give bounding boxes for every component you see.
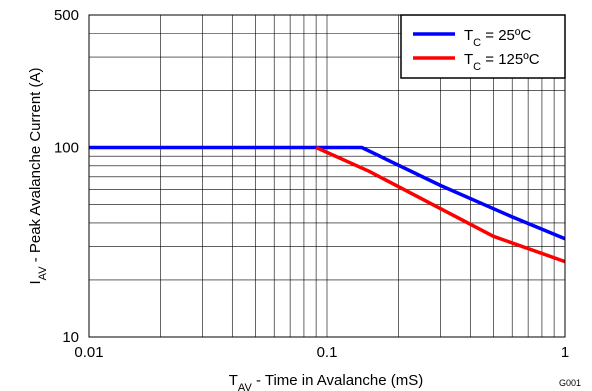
x-tick-label: 0.01: [74, 344, 103, 361]
x-axis-title-main: T: [229, 372, 238, 389]
x-axis-title-sub: AV: [238, 382, 253, 391]
y-axis-title-main: I: [27, 280, 44, 284]
y-axis-title: IAV - Peak Avalanche Current (A): [27, 67, 49, 284]
x-axis-title-rest: - Time in Avalanche (mS): [252, 372, 423, 389]
x-tick-label: 1: [561, 344, 569, 361]
x-tick-labels: 0.01 0.1 1: [74, 344, 569, 361]
figure-code: G001: [559, 378, 581, 388]
y-axis-title-rest: - Peak Avalanche Current (A): [27, 67, 44, 266]
y-tick-label: 500: [54, 7, 79, 24]
y-axis-title-sub: AV: [37, 266, 49, 281]
series-line-tc-25: [89, 145, 566, 241]
legend-label-tc-25-rest: = 25ºC: [481, 27, 531, 44]
y-tick-label: 100: [54, 139, 79, 156]
series-line-tc-125: [315, 145, 566, 264]
legend-label-tc-25-main: T: [464, 27, 473, 44]
grid-lines: [89, 15, 565, 337]
y-tick-label: 10: [62, 329, 79, 346]
y-tick-labels: 10 100 500: [54, 7, 79, 346]
plot-border: [88, 14, 566, 338]
x-tick-label: 0.1: [317, 344, 338, 361]
legend-label-tc-125-sub: C: [473, 61, 481, 73]
legend-label-tc-25-sub: C: [473, 37, 481, 49]
legend-label-tc-25: TC = 25ºC: [464, 27, 531, 49]
legend-box: [400, 14, 566, 79]
legend-label-tc-125-rest: = 125ºC: [481, 51, 540, 68]
series-lines: [89, 145, 566, 264]
legend-label-tc-125-main: T: [464, 51, 473, 68]
x-axis-title: TAV - Time in Avalanche (mS): [229, 372, 423, 391]
legend: TC = 25ºC TC = 125ºC: [400, 14, 566, 79]
legend-label-tc-125: TC = 125ºC: [464, 51, 540, 73]
